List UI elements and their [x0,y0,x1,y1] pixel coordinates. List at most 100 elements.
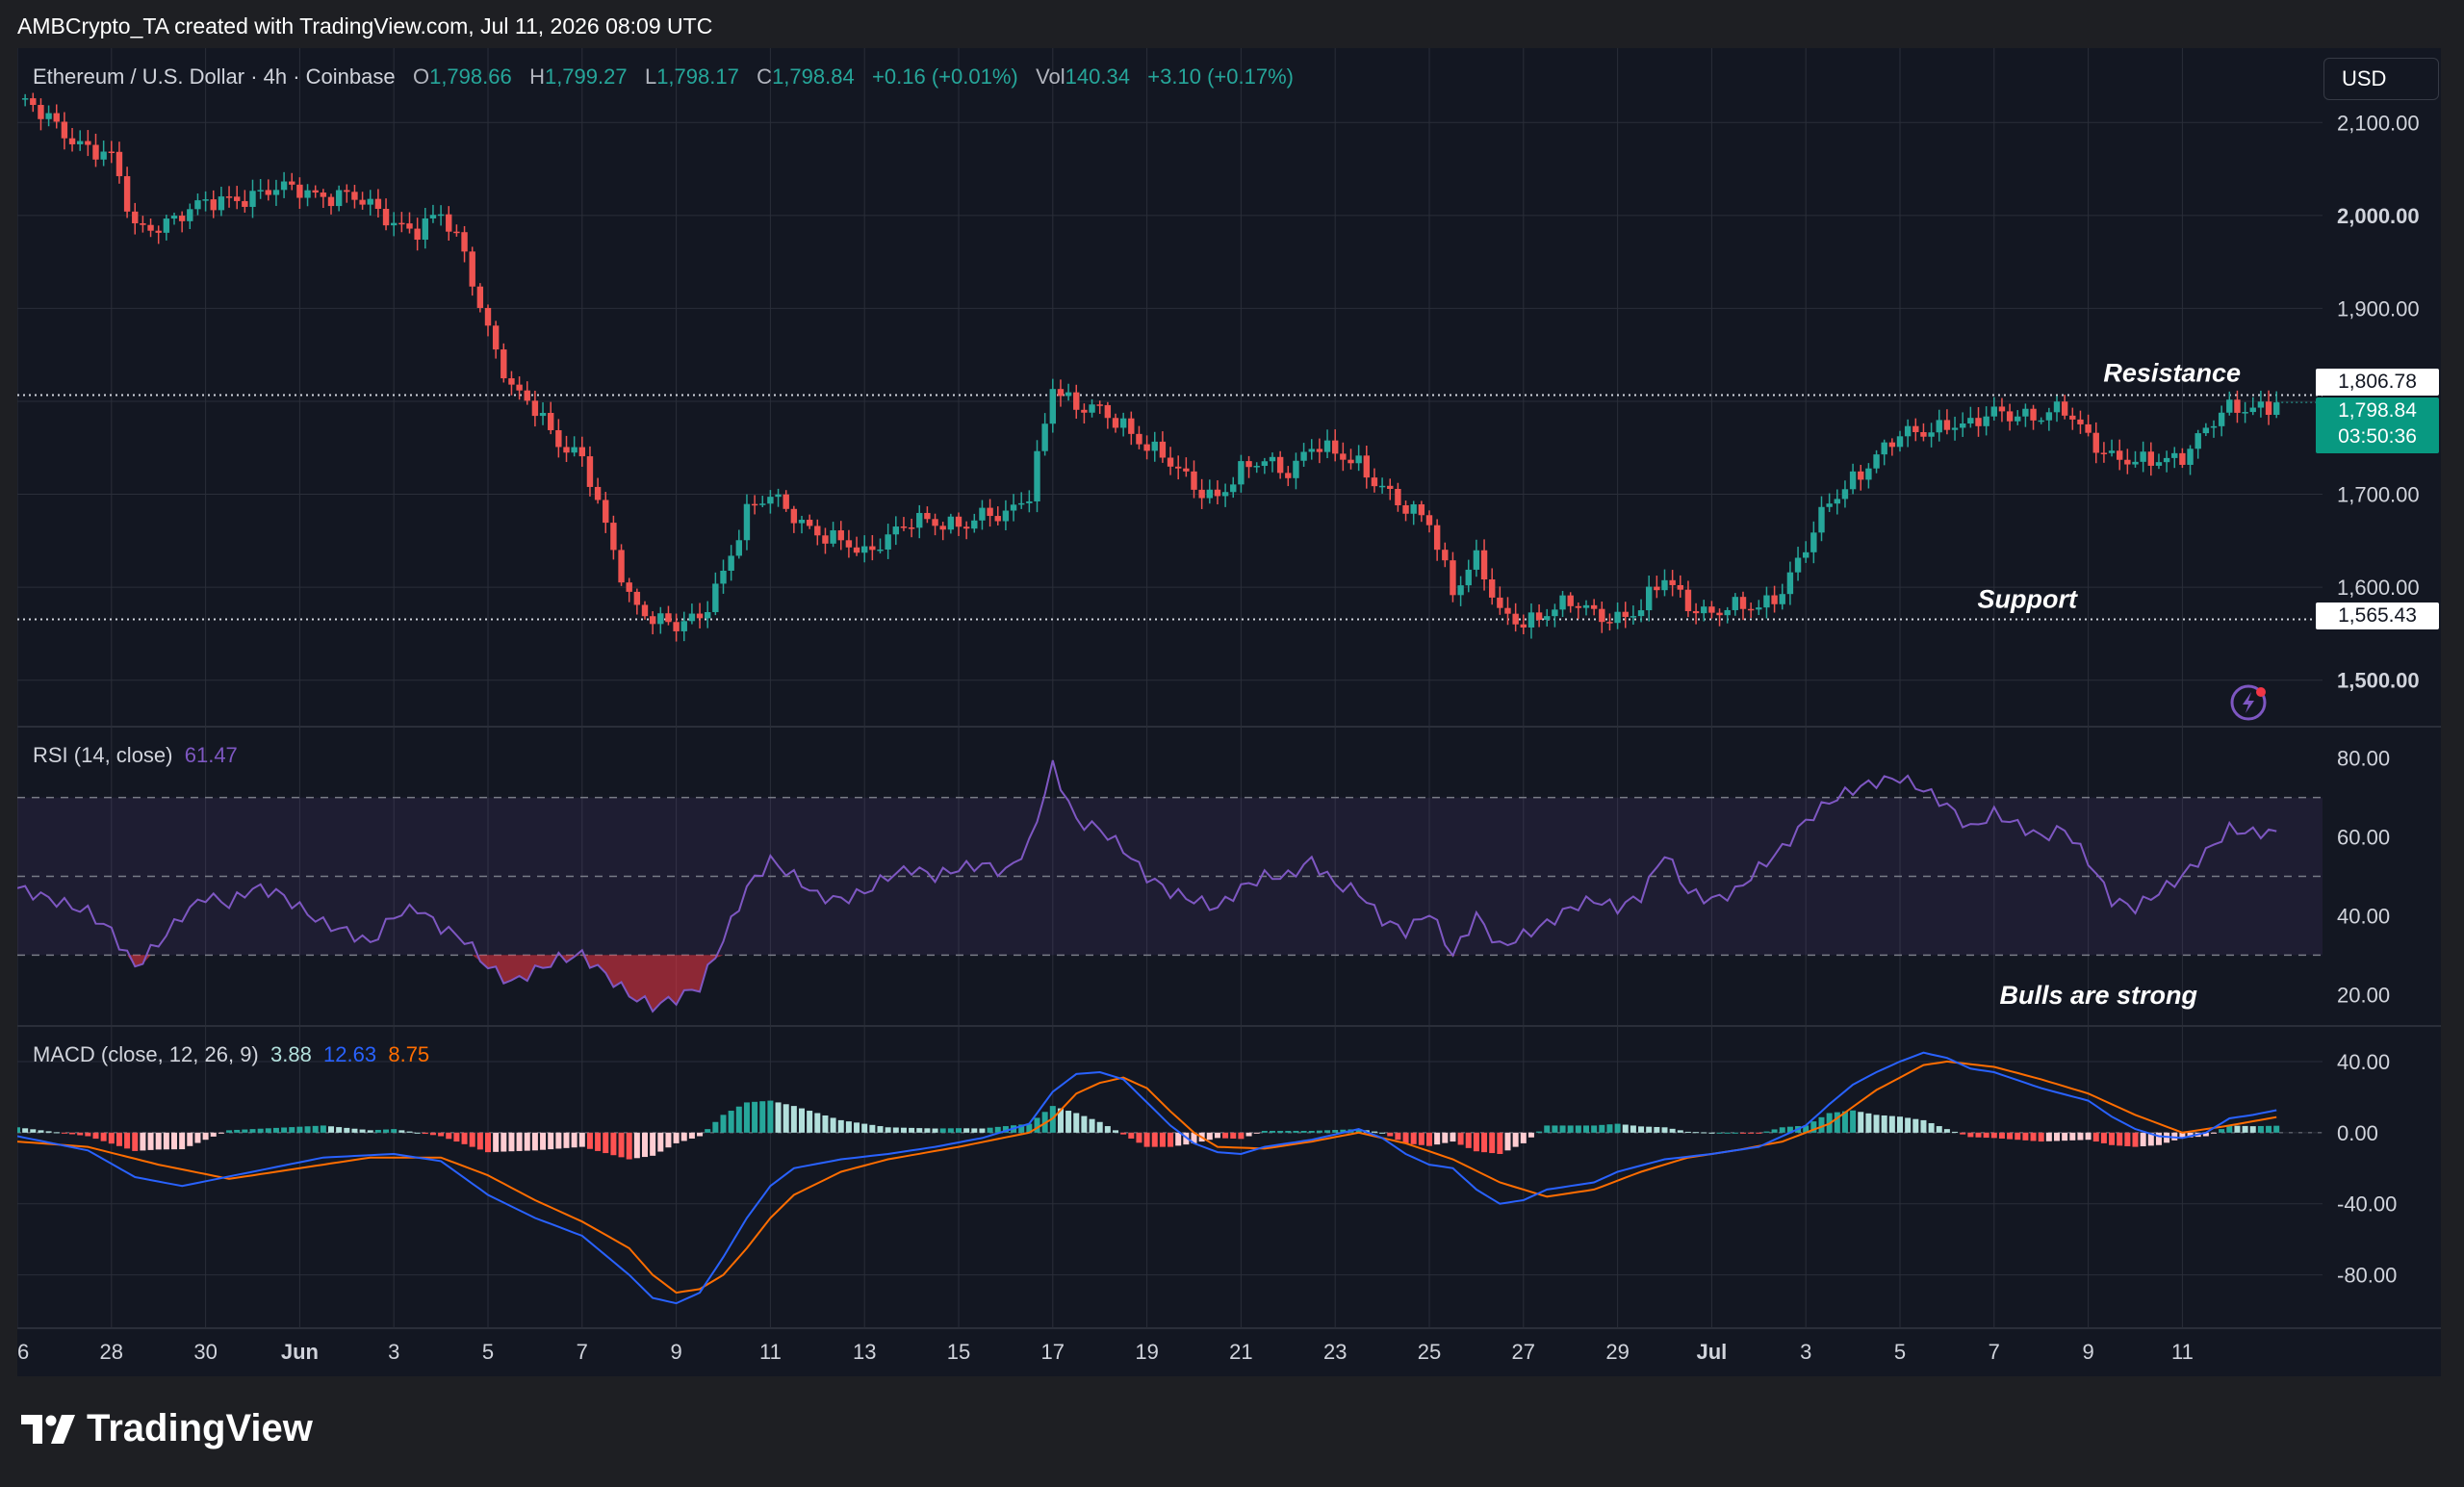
high-value: 1,799.27 [544,64,628,89]
macd-histogram-bar [775,1102,782,1133]
macd-line [17,1051,2277,1305]
currency-button[interactable]: USD [2323,58,2439,100]
candle [1951,427,1959,430]
macd-histogram-bar [1661,1127,1668,1133]
candle [673,622,680,631]
macd-histogram-bar [2092,1132,2099,1142]
candle [1410,504,1417,514]
macd-histogram-bar [398,1130,405,1133]
macd-histogram-bar [1371,1131,1377,1133]
x-tick-label: Jun [281,1340,319,1364]
candle [1818,506,1825,533]
macd-histogram-bar [939,1128,946,1133]
chart-canvas[interactable]: 26 28 30 Jun 3 5 7 9 11 13 15 17 19 21 23 25 27 29 Jul 3 5 7 9… [17,48,2441,1376]
x-tick-label: 17 [1041,1340,1065,1364]
macd-histogram-bar [752,1101,758,1133]
x-tick-label: 21 [1229,1340,1252,1364]
macd-histogram-bar [548,1132,554,1150]
candle [296,184,303,198]
candle [1206,489,1213,499]
macd-histogram-bar [924,1128,931,1133]
candle [1049,389,1056,424]
macd-histogram-bar [516,1132,523,1151]
macd-histogram-bar [194,1132,201,1143]
rsi-tick-label: 40.00 [2337,904,2390,928]
tradingview-icon [21,1414,75,1444]
x-tick-label: 27 [1512,1340,1535,1364]
candle [2249,407,2256,413]
macd-histogram-bar [1786,1126,1793,1133]
candle [1661,579,1668,591]
macd-histogram-bar [1779,1127,1785,1133]
candle [1167,457,1174,467]
macd-histogram-bar [947,1128,954,1133]
x-tick-label: 19 [1135,1340,1158,1364]
macd-histogram-bar [1858,1112,1864,1133]
candle [1771,595,1778,604]
macd-histogram-bar [540,1132,547,1150]
x-tick-label: 5 [1894,1340,1906,1364]
candle [2006,411,2014,422]
candle [1104,404,1112,419]
candle [939,526,946,530]
macd-histogram-bar [650,1132,656,1156]
candle [916,512,923,528]
candle [1355,455,1362,464]
macd-histogram-bar [1465,1132,1472,1148]
candle [1387,485,1394,489]
candle [571,447,578,453]
candle [1198,489,1205,499]
candle [461,232,468,252]
macd-histogram-bar [1245,1132,1252,1137]
macd-histogram-bar [909,1127,915,1133]
candle [1433,525,1441,551]
price-tick-label: 1,900.00 [2337,296,2420,320]
candle [1057,389,1065,397]
candle [1692,610,1700,614]
macd-histogram-bar [242,1129,248,1133]
chart-panel[interactable]: 26 28 30 Jun 3 5 7 9 11 13 15 17 19 21 23 25 27 29 Jul 3 5 7 9… [17,48,2441,1376]
macd-histogram-bar [900,1127,907,1133]
macd-histogram-bar [657,1132,664,1152]
macd-histogram-bar [971,1128,978,1133]
candle [1763,595,1770,608]
macd-histogram-bar [2234,1125,2241,1133]
candle [163,218,170,233]
macd-label[interactable]: MACD (close, 12, 26, 9) [33,1042,259,1066]
macd-histogram-bar [783,1104,789,1133]
candle [603,500,609,524]
macd-histogram-bar [336,1127,343,1133]
macd-histogram-bar [1151,1132,1158,1147]
macd-histogram-bar [1701,1132,1707,1134]
close-label: C [757,64,773,89]
candle [1465,569,1472,586]
macd-hist-value: 3.88 [270,1042,312,1066]
tradingview-logo[interactable]: TradingView [21,1407,313,1450]
macd-histogram-bar [1450,1132,1456,1142]
candle [320,192,327,197]
macd-histogram-bar [1159,1132,1166,1147]
candle [783,494,789,509]
rsi-label[interactable]: RSI (14, close) [33,743,173,767]
candle [2117,450,2123,460]
candle [775,494,782,498]
last-price-box: 1,798.84 03:50:36 [2316,397,2439,453]
candle [892,526,899,535]
volume-label: Vol [1036,64,1065,89]
candle [1010,504,1017,511]
x-tick-label: 11 [2171,1340,2194,1364]
macd-histogram-bar [453,1132,460,1142]
candle [1418,504,1425,516]
macd-histogram-bar [1606,1124,1613,1133]
symbol-label[interactable]: Ethereum / U.S. Dollar · 4h · Coinbase [33,64,396,89]
candle [2163,457,2170,463]
candle [1332,440,1339,454]
macd-histogram-bar [1873,1115,1880,1133]
alert-icon [2230,684,2267,721]
candle [1575,605,1582,608]
candle [1732,597,1739,610]
macd-histogram-bar [1277,1130,1284,1133]
candle [531,400,539,417]
macd-histogram-bar [2242,1125,2248,1133]
macd-histogram-bar [1018,1124,1025,1133]
